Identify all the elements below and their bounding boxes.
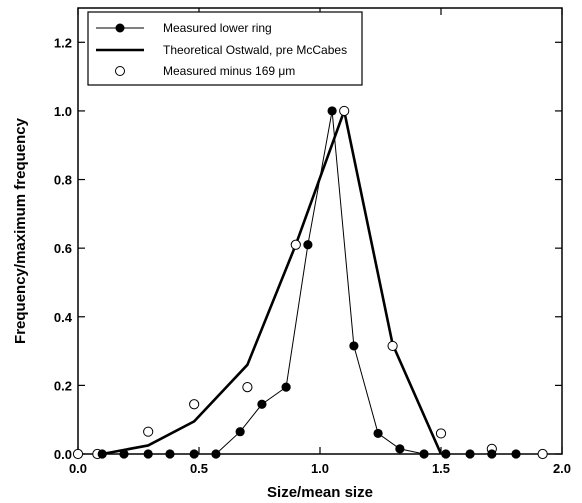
point-measured-lower-ring-1 bbox=[119, 449, 129, 459]
point-measured-minus-4 bbox=[242, 382, 253, 393]
point-measured-lower-ring-8 bbox=[281, 382, 291, 392]
y-tick-label-2: 0.4 bbox=[54, 310, 73, 325]
point-measured-minus-0 bbox=[72, 448, 84, 460]
y-tick-label-5: 1.0 bbox=[54, 104, 72, 119]
point-measured-minus-7 bbox=[387, 340, 398, 352]
legend: Measured lower ring Theoretical Ostwald,… bbox=[87, 11, 363, 86]
point-measured-lower-ring-6 bbox=[235, 427, 245, 437]
y-tick-label-6: 1.2 bbox=[54, 35, 72, 50]
point-measured-minus-10 bbox=[537, 448, 548, 460]
point-measured-lower-ring-12 bbox=[373, 428, 383, 439]
point-measured-lower-ring-3 bbox=[165, 449, 175, 459]
point-measured-minus-2 bbox=[143, 426, 154, 437]
point-measured-lower-ring-17 bbox=[487, 449, 497, 459]
legend-label-measured-lower-ring: Measured lower ring bbox=[163, 21, 272, 35]
x-axis-title: Size/mean size bbox=[267, 484, 373, 501]
y-tick-label-3: 0.6 bbox=[54, 241, 72, 256]
legend-label-measured-minus: Measured minus 169 μm bbox=[163, 64, 295, 78]
legend-label-theoretical-ostwald: Theoretical Ostwald, pre McCabes bbox=[163, 43, 347, 57]
legend-box bbox=[87, 11, 363, 86]
point-measured-lower-ring-7 bbox=[257, 399, 267, 409]
point-measured-lower-ring-5 bbox=[211, 449, 221, 459]
point-measured-lower-ring-0 bbox=[97, 449, 107, 459]
series-layer bbox=[72, 105, 548, 460]
x-tick-label-1: 0.5 bbox=[190, 461, 208, 476]
legend-marker-measured-minus bbox=[115, 66, 125, 76]
point-measured-minus-3 bbox=[189, 399, 200, 410]
point-measured-lower-ring-11 bbox=[349, 341, 359, 351]
y-axis: 0.0 0.2 0.4 0.6 0.8 1.0 1.2 bbox=[54, 35, 562, 462]
point-measured-lower-ring-4 bbox=[189, 449, 199, 459]
legend-marker-measured-lower-ring bbox=[115, 23, 125, 33]
point-measured-lower-ring-10 bbox=[327, 106, 337, 116]
y-axis-title: Frequency/maximum frequency bbox=[12, 117, 29, 344]
point-measured-lower-ring-13 bbox=[395, 444, 405, 454]
x-tick-label-0: 0.0 bbox=[69, 461, 87, 476]
point-measured-minus-5 bbox=[290, 239, 301, 250]
point-measured-minus-6 bbox=[339, 105, 350, 117]
y-tick-label-0: 0.0 bbox=[54, 447, 72, 462]
point-measured-lower-ring-15 bbox=[441, 449, 451, 459]
y-tick-label-4: 0.8 bbox=[54, 173, 72, 188]
x-tick-label-2: 1.0 bbox=[311, 461, 329, 476]
x-tick-label-4: 2.0 bbox=[553, 461, 571, 476]
x-tick-label-3: 1.5 bbox=[432, 461, 450, 476]
y-tick-label-1: 0.2 bbox=[54, 378, 72, 393]
point-measured-lower-ring-16 bbox=[465, 449, 475, 459]
point-measured-lower-ring-18 bbox=[511, 449, 521, 459]
point-measured-lower-ring-14 bbox=[419, 449, 429, 459]
series-line-measured-lower-ring bbox=[102, 110, 517, 455]
point-measured-lower-ring-9 bbox=[303, 240, 313, 250]
point-measured-minus-8 bbox=[435, 428, 447, 439]
series-line-theoretical-ostwald bbox=[101, 109, 443, 456]
point-measured-lower-ring-2 bbox=[143, 449, 153, 459]
